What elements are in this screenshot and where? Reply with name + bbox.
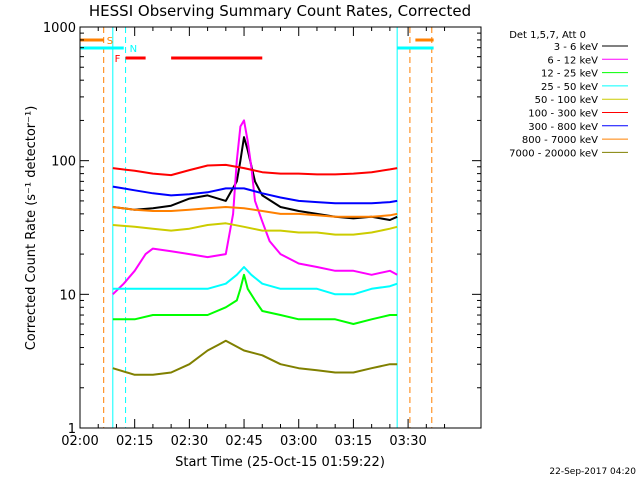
series-line-3-6-kev [112,136,398,221]
flag-label-n: N [130,44,137,55]
x-tick-label-03-30: 03:30 [389,434,426,449]
x-axis-label: Start Time (25-Oct-15 01:59:22) [175,455,385,470]
legend-label-6-12-kev: 6 - 12 keV [547,55,598,66]
x-tick-label-02-00: 02:00 [61,434,98,449]
legend-label-25-50-kev: 25 - 50 keV [541,82,598,93]
x-tick-label-02-15: 02:15 [116,434,153,449]
legend-label-100-300-kev: 100 - 300 keV [528,109,598,120]
series-line-7000-20000-kev [112,339,398,376]
x-tick-label-02-30: 02:30 [171,434,208,449]
footer-timestamp: 22-Sep-2017 04:20 [549,467,636,477]
y-tick-label-100: 100 [51,155,76,170]
legend-header: Det 1,5,7, Att 0 [509,30,586,41]
axes: 02:00 02:15 02:30 02:45 03:00 03:15 03:30 1 10 10… [43,21,482,449]
series-line-25-50-kev [112,266,398,296]
legend-label-800-7000-kev: 800 - 7000 keV [522,135,598,146]
y-axis-label: Corrected Count Rate (s⁻¹ detector⁻¹) [24,106,39,351]
legend-label-12-25-kev: 12 - 25 keV [541,69,598,80]
series-line-800-7000-kev [112,206,398,218]
y-tick-label-1: 1 [68,422,76,437]
legend-label-300-800-kev: 300 - 800 keV [528,122,598,133]
series-line-6-12-kev [112,119,398,296]
series-line-100-300-kev [112,163,398,177]
legend-label-7000-20000-kev: 7000 - 20000 keV [509,148,598,159]
flag-label-s: S [107,36,113,47]
series-line-50-100-kev [112,222,398,236]
legend-label-50-100-kev: 50 - 100 keV [535,95,599,106]
flag-label-f: F [115,54,121,65]
legend-label-3-6-kev: 3 - 6 keV [554,42,598,53]
series-line-12-25-kev [112,273,398,325]
series-line-300-800-kev [112,185,398,205]
y-tick-label-10: 10 [59,288,76,303]
y-tick-label-1000: 1000 [43,21,76,36]
plot-area: S NF [80,27,434,428]
x-tick-label-03-15: 03:15 [335,434,372,449]
x-tick-label-03-00: 03:00 [280,434,317,449]
chart-title: HESSI Observing Summary Count Rates, Cor… [89,2,471,20]
x-tick-label-02-45: 02:45 [225,434,262,449]
legend: Det 1,5,7, Att 03 - 6 keV 6 - 12 keV 12 - … [509,30,628,159]
